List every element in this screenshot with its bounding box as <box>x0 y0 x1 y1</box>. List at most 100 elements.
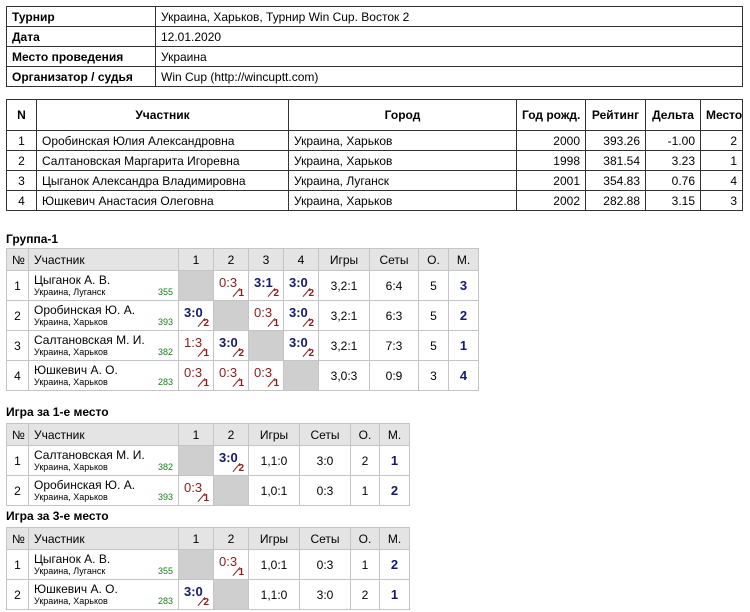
points: 1 <box>350 475 380 506</box>
participant-cell: 3 <box>6 170 37 191</box>
column-header: Год рожд. <box>516 99 586 131</box>
participant-cell: Оробинская Юлия Александровна <box>36 130 289 151</box>
column-header: Рейтинг <box>585 99 646 131</box>
match-score: 3:0 <box>219 450 238 465</box>
player-info: Украина, Харьков 393 <box>34 492 173 503</box>
player-rating: 283 <box>157 377 173 387</box>
column-header: М. <box>379 527 410 550</box>
participant-cell: -1.00 <box>645 130 701 151</box>
points: 3 <box>418 360 449 391</box>
column-header: 4 <box>283 248 319 271</box>
group-row: 2 Юшкевич А. О. Украина, Харьков 283 3:0 2 1,1… <box>6 579 410 610</box>
self-cell <box>178 270 214 301</box>
column-header: 2 <box>213 248 249 271</box>
player-rating: 355 <box>157 566 173 576</box>
match-points: 1 <box>203 348 209 359</box>
seed-number: 3 <box>6 330 29 361</box>
group-title: Игра за 1-е место <box>6 405 109 419</box>
self-cell <box>213 300 249 331</box>
column-header: № <box>6 248 29 271</box>
participant-row: 3 Цыганок Александра Владимировна Украина,… <box>6 170 743 191</box>
participant-row: 1 Оробинская Юлия Александровна Украина, Х… <box>6 130 743 151</box>
group-row: 2 Оробинская Ю. А. Украина, Харьков 393 0:3 1… <box>6 475 410 506</box>
group-title: Группа-1 <box>6 232 59 246</box>
points: 2 <box>350 445 380 476</box>
column-header: Участник <box>36 99 289 131</box>
result-cell: 3:0 2 <box>178 300 214 331</box>
player-info: Украина, Луганск 355 <box>34 566 173 577</box>
match-score: 3:0 <box>289 275 308 290</box>
result-cell: 3:0 2 <box>213 445 249 476</box>
participant-cell: 1 <box>700 150 743 171</box>
participants-table: N Участник Город Год рожд. Рейтинг Дельта Мест… <box>6 99 743 211</box>
column-header: N <box>6 99 37 131</box>
match-score: 0:3 <box>219 365 238 380</box>
self-cell <box>283 360 319 391</box>
match-score: 0:3 <box>184 365 203 380</box>
column-header: 2 <box>213 423 249 446</box>
match-points: 1 <box>273 318 279 329</box>
participant-cell: Цыганок Александра Владимировна <box>36 170 289 191</box>
self-cell <box>248 330 284 361</box>
column-header: Сеты <box>369 248 419 271</box>
match-points: 2 <box>308 318 314 329</box>
match-points: 2 <box>238 463 244 474</box>
participant-cell: Украина, Харьков <box>288 190 517 211</box>
games: 3,2:1 <box>318 270 370 301</box>
player-info: Украина, Харьков 382 <box>34 347 173 358</box>
games: 1,0:1 <box>248 549 300 580</box>
player-cell: Салтановская М. И. Украина, Харьков 382 <box>28 330 179 361</box>
games: 3,2:1 <box>318 330 370 361</box>
participant-cell: 4 <box>6 190 37 211</box>
place: 1 <box>379 579 410 610</box>
player-cell: Юшкевич А. О. Украина, Харьков 283 <box>28 360 179 391</box>
participant-cell: 4 <box>700 170 743 191</box>
column-header: Участник <box>28 527 179 550</box>
participant-cell: 381.54 <box>585 150 646 171</box>
player-city: Украина, Харьков <box>34 462 108 472</box>
player-cell: Салтановская М. И. Украина, Харьков 382 <box>28 445 179 476</box>
player-name: Цыганок А. В. <box>34 273 111 287</box>
sets: 3:0 <box>299 579 351 610</box>
participant-cell: 354.83 <box>585 170 646 191</box>
column-header: О. <box>350 423 380 446</box>
player-rating: 283 <box>157 596 173 606</box>
match-points: 2 <box>308 288 314 299</box>
participant-cell: Украина, Харьков <box>288 130 517 151</box>
result-cell: 3:0 2 <box>213 330 249 361</box>
column-header: 2 <box>213 527 249 550</box>
player-name: Салтановская М. И. <box>34 333 145 347</box>
match-points: 1 <box>238 378 244 389</box>
group-row: 2 Оробинская Ю. А. Украина, Харьков 393 3:0 2… <box>6 300 479 331</box>
participant-cell: 1 <box>6 130 37 151</box>
column-header: Сеты <box>299 423 351 446</box>
column-header: Игры <box>318 248 370 271</box>
column-header: Дельта <box>645 99 701 131</box>
match-score: 3:0 <box>289 305 308 320</box>
player-city: Украина, Харьков <box>34 347 108 357</box>
result-cell: 3:0 2 <box>283 300 319 331</box>
player-city: Украина, Луганск <box>34 287 106 297</box>
player-cell: Оробинская Ю. А. Украина, Харьков 393 <box>28 475 179 506</box>
participant-cell: 2 <box>700 130 743 151</box>
match-points: 1 <box>238 567 244 578</box>
player-rating: 382 <box>157 347 173 357</box>
info-label: Дата <box>6 26 156 47</box>
sets: 6:3 <box>369 300 419 331</box>
info-label: Организатор / судья <box>6 66 156 87</box>
participant-cell: 393.26 <box>585 130 646 151</box>
player-city: Украина, Харьков <box>34 377 108 387</box>
group-row: 1 Салтановская М. И. Украина, Харьков 382 3:… <box>6 445 410 476</box>
column-header: Участник <box>28 423 179 446</box>
result-cell: 0:3 1 <box>248 300 284 331</box>
result-cell: 0:3 1 <box>213 270 249 301</box>
result-cell: 0:3 1 <box>178 360 214 391</box>
info-row: Дата 12.01.2020 <box>6 26 743 47</box>
self-cell <box>213 579 249 610</box>
column-header: 3 <box>248 248 284 271</box>
column-header: Сеты <box>299 527 351 550</box>
result-cell: 3:0 2 <box>178 579 214 610</box>
participant-cell: 2001 <box>516 170 586 191</box>
match-score: 0:3 <box>184 480 203 495</box>
